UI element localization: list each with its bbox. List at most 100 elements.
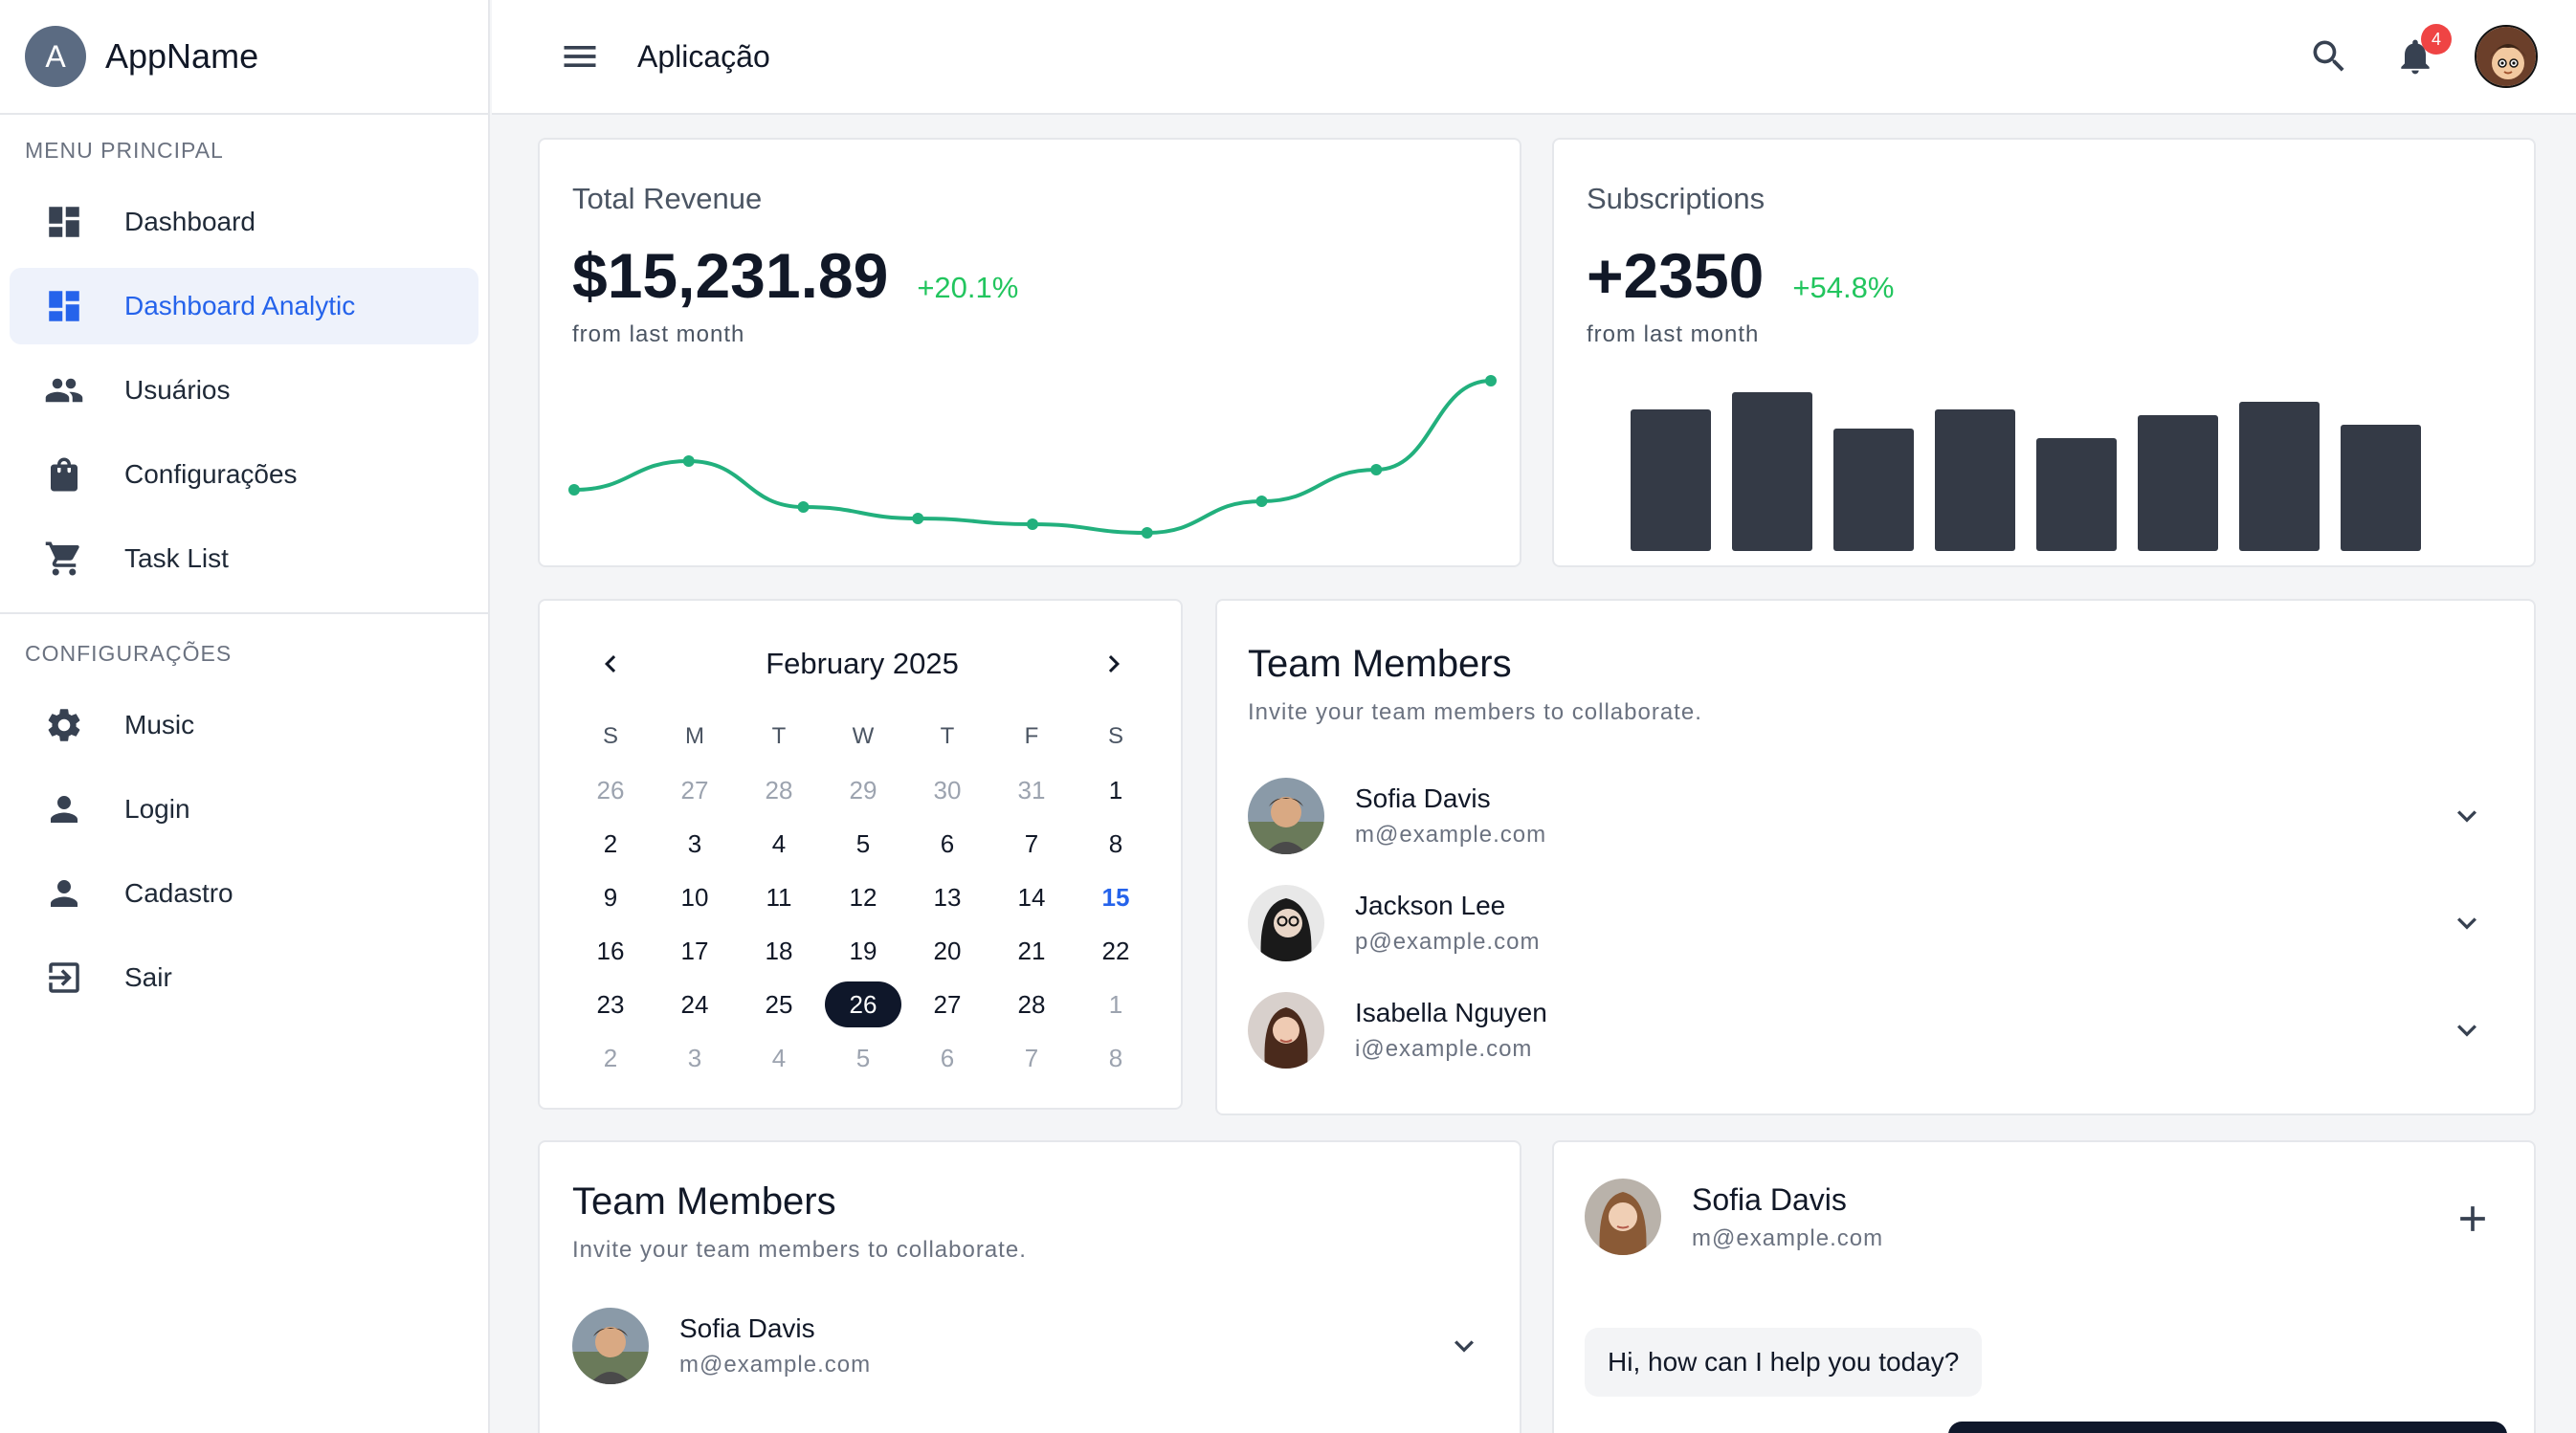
- calendar-day[interactable]: 14: [1017, 882, 1046, 912]
- calendar-day[interactable]: 21: [1017, 936, 1046, 965]
- logout-icon: [42, 956, 86, 1000]
- people-icon: [42, 368, 86, 412]
- calendar-day[interactable]: 5: [855, 1043, 871, 1072]
- sidebar-item-dashboard-analytic[interactable]: Dashboard Analytic: [10, 268, 478, 344]
- sidebar-item-music[interactable]: Music: [10, 687, 478, 763]
- revenue-line: [573, 379, 1492, 536]
- calendar-day[interactable]: 20: [933, 936, 962, 965]
- add-button[interactable]: [2452, 1198, 2494, 1240]
- subscriptions-sub: from last month: [1587, 321, 1760, 347]
- calendar-day[interactable]: 27: [933, 989, 962, 1019]
- member-row[interactable]: Isabella Nguyen i@example.com: [1248, 977, 2490, 1084]
- member-expand-button[interactable]: [2444, 793, 2490, 839]
- calendar-day[interactable]: 18: [765, 936, 793, 965]
- calendar-day[interactable]: 9: [603, 882, 618, 912]
- calendar-day[interactable]: 11: [766, 882, 792, 912]
- calendar-day[interactable]: 6: [940, 1043, 955, 1072]
- sidebar-divider: [0, 612, 488, 614]
- calendar-day[interactable]: 6: [940, 828, 955, 858]
- section-title-config: CONFIGURAÇÕES: [25, 640, 233, 666]
- plus-icon: [2460, 1206, 2485, 1231]
- app-avatar: A: [25, 26, 86, 87]
- calendar-day[interactable]: 22: [1101, 936, 1130, 965]
- chevron-right-icon: [1108, 655, 1120, 672]
- calendar-day[interactable]: 4: [771, 828, 787, 858]
- team-members-title: Team Members: [572, 1180, 836, 1223]
- calendar-day[interactable]: 17: [680, 936, 709, 965]
- calendar-day[interactable]: 2: [603, 1043, 618, 1072]
- sidebar-item-configuracoes[interactable]: Configurações: [10, 436, 478, 513]
- subscriptions-bar: [1833, 429, 1914, 551]
- calendar-day[interactable]: 3: [687, 1043, 702, 1072]
- calendar-day[interactable]: 13: [933, 882, 962, 912]
- subscriptions-bar: [1935, 409, 2015, 551]
- revenue-point: [1027, 518, 1038, 530]
- notifications-button[interactable]: 4: [2388, 24, 2452, 83]
- calendar-day[interactable]: 24: [680, 989, 709, 1019]
- member-expand-button[interactable]: [1441, 1323, 1487, 1369]
- calendar-day[interactable]: 3: [687, 828, 702, 858]
- sidebar-item-cadastro[interactable]: Cadastro: [10, 855, 478, 932]
- member-name: Sofia Davis: [1355, 783, 1491, 813]
- calendar-day[interactable]: 15: [1101, 882, 1130, 912]
- calendar-day[interactable]: 10: [680, 882, 709, 912]
- sidebar-item-dashboard[interactable]: Dashboard: [10, 184, 478, 260]
- sidebar-item-task-list[interactable]: Task List: [10, 520, 478, 597]
- calendar-weekday: F: [1024, 723, 1039, 749]
- chevron-left-icon: [605, 655, 616, 672]
- member-email: p@example.com: [1355, 929, 1541, 955]
- revenue-point: [1255, 496, 1268, 507]
- calendar-day[interactable]: 28: [1017, 989, 1046, 1019]
- menu-button[interactable]: [551, 28, 609, 85]
- member-expand-button[interactable]: [2444, 1007, 2490, 1053]
- sidebar-item-label: Sair: [124, 962, 172, 992]
- sidebar-item-label: Usuários: [124, 375, 231, 405]
- calendar-day[interactable]: 2: [603, 828, 618, 858]
- calendar-day[interactable]: 19: [849, 936, 877, 965]
- calendar-day[interactable]: 25: [765, 989, 793, 1019]
- member-row[interactable]: Sofia Davis m@example.com: [572, 1292, 1487, 1400]
- chevron-down-icon: [2457, 917, 2476, 930]
- member-expand-button[interactable]: [2444, 900, 2490, 946]
- chat-contact-email: m@example.com: [1692, 1224, 1884, 1251]
- calendar-day[interactable]: 30: [933, 775, 962, 805]
- calendar-day[interactable]: 31: [1017, 775, 1046, 805]
- team-members-title: Team Members: [1248, 643, 1512, 685]
- brand[interactable]: A AppName: [0, 0, 488, 115]
- calendar-day[interactable]: 1: [1108, 989, 1123, 1019]
- sidebar-item-label: Cadastro: [124, 878, 233, 908]
- calendar-day[interactable]: 27: [680, 775, 709, 805]
- calendar-day[interactable]: 23: [596, 989, 625, 1019]
- calendar-day[interactable]: 7: [1024, 1043, 1039, 1072]
- calendar-day[interactable]: 7: [1024, 828, 1039, 858]
- sidebar-item-label: Login: [124, 794, 190, 824]
- calendar-card: February 2025 S M T W T F S 26 27 28 29 30 31 1 2 3 4 5 6 7…: [538, 599, 1183, 1110]
- sidebar-item-usuarios[interactable]: Usuários: [10, 352, 478, 429]
- member-row[interactable]: Sofia Davis m@example.com: [1248, 762, 2490, 870]
- calendar-day[interactable]: 29: [849, 775, 877, 805]
- calendar-day[interactable]: 28: [765, 775, 793, 805]
- calendar-day[interactable]: 12: [849, 882, 877, 912]
- sidebar-item-sair[interactable]: Sair: [10, 939, 478, 1016]
- calendar-day[interactable]: 16: [596, 936, 625, 965]
- shopping-bag-icon: [42, 452, 86, 496]
- subscriptions-bar: [2239, 402, 2320, 551]
- revenue-card: Total Revenue $15,231.89 +20.1% from las…: [538, 138, 1521, 567]
- calendar-day[interactable]: 26: [821, 978, 905, 1031]
- member-avatar: [1248, 778, 1324, 854]
- calendar-next-button[interactable]: [1095, 645, 1133, 683]
- calendar-day[interactable]: 4: [771, 1043, 787, 1072]
- user-avatar[interactable]: [2475, 25, 2538, 88]
- calendar-day[interactable]: 26: [596, 775, 625, 805]
- member-avatar: [572, 1308, 649, 1384]
- cart-icon: [42, 537, 86, 581]
- search-button[interactable]: [2302, 30, 2356, 83]
- calendar-day[interactable]: 8: [1108, 828, 1123, 858]
- calendar-day[interactable]: 8: [1108, 1043, 1123, 1072]
- member-email: i@example.com: [1355, 1036, 1533, 1062]
- sidebar-item-login[interactable]: Login: [10, 771, 478, 848]
- calendar-day[interactable]: 5: [855, 828, 871, 858]
- calendar-prev-button[interactable]: [591, 645, 630, 683]
- calendar-day[interactable]: 1: [1108, 775, 1123, 805]
- member-row[interactable]: Jackson Lee p@example.com: [1248, 870, 2490, 977]
